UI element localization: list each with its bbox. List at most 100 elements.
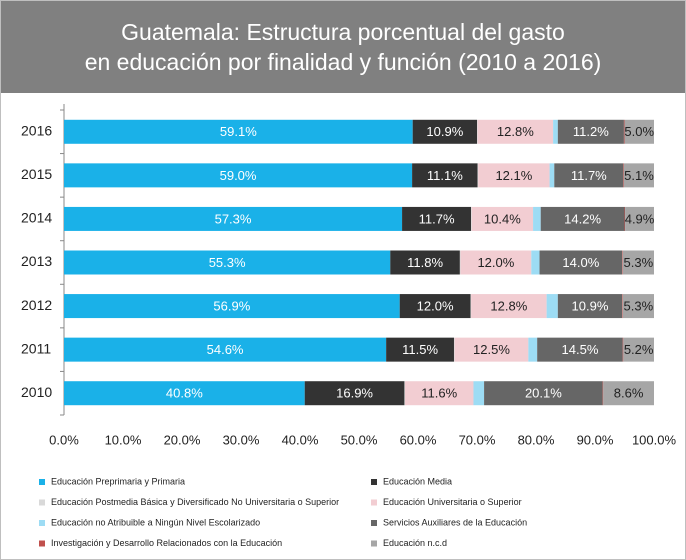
bar-segment [623, 119, 625, 144]
bar-segment [622, 250, 623, 275]
legend-label: Investigación y Desarrollo Relacionados … [51, 538, 282, 548]
data-label: 20.1% [525, 386, 562, 401]
data-label: 11.7% [571, 168, 607, 183]
x-tick-label: 10.0% [105, 432, 142, 447]
data-label: 5.3% [624, 255, 654, 270]
legend-label: Educación no Atribuible a Ningún Nivel E… [51, 517, 260, 527]
legend-label: Educación Universitaria o Superior [383, 497, 522, 507]
bar-segment [549, 163, 555, 188]
data-label: 8.6% [614, 386, 644, 401]
bar-segment [399, 294, 471, 319]
bar-segment [64, 337, 387, 362]
bar-segment [625, 206, 654, 231]
bar-segment [64, 381, 305, 406]
bar-segment [64, 119, 413, 144]
bar-segment [531, 250, 540, 275]
data-label: 11.1% [427, 168, 463, 183]
bar-segment [64, 250, 391, 275]
legend-marker [371, 479, 377, 485]
x-tick-label: 40.0% [282, 432, 319, 447]
bar-segment [623, 163, 624, 188]
data-label: 11.2% [573, 124, 609, 139]
bar-segment [470, 294, 472, 319]
data-label: 11.7% [419, 211, 455, 226]
data-label: 59.1% [220, 124, 257, 139]
bar-segment [412, 119, 477, 144]
legend-label: Educación Preprimaria y Primaria [51, 476, 185, 486]
bar-segment [477, 119, 478, 144]
bar-segment [623, 337, 654, 362]
bar-segment [304, 381, 405, 406]
bar-segment [453, 337, 455, 362]
data-label: 14.5% [562, 342, 599, 357]
bar-segment [471, 206, 472, 231]
bar-segment [622, 250, 654, 275]
bar-segment [622, 294, 623, 319]
bar-segment [404, 381, 406, 406]
data-label: 54.6% [207, 342, 244, 357]
bar-segment [471, 206, 534, 231]
bar-segment [402, 206, 472, 231]
bar-segment [478, 163, 550, 188]
legend-label: Servicios Auxiliares de la Educación [383, 517, 527, 527]
data-label: 12.0% [417, 299, 454, 314]
bar-segment [405, 381, 474, 406]
data-label: 5.1% [624, 168, 654, 183]
bar-segment [622, 294, 654, 319]
x-tick-label: 20.0% [164, 432, 201, 447]
y-tick-label: 2010 [21, 384, 52, 400]
data-label: 12.8% [497, 124, 534, 139]
bar-segment [477, 163, 479, 188]
x-tick-label: 60.0% [400, 432, 437, 447]
data-label: 5.2% [624, 342, 654, 357]
bar-segment [471, 294, 547, 319]
y-tick-label: 2015 [21, 166, 52, 182]
bar-segment [537, 337, 623, 362]
data-label: 4.9% [625, 211, 655, 226]
data-label: 57.3% [215, 211, 252, 226]
bar-segment [557, 119, 624, 144]
bar-segment [460, 250, 532, 275]
x-tick-label: 90.0% [577, 432, 614, 447]
data-label: 5.3% [624, 299, 654, 314]
bar-segment [484, 381, 603, 406]
bar-segment [64, 206, 403, 231]
data-label: 12.8% [490, 299, 527, 314]
bar-segment [557, 294, 623, 319]
legend-label: Educación Media [383, 476, 452, 486]
legend-marker [39, 520, 45, 526]
y-tick-label: 2011 [21, 340, 51, 356]
legend-marker [371, 499, 377, 506]
data-label: 16.9% [336, 386, 373, 401]
bar-segment [603, 381, 654, 406]
bar-segment [64, 294, 400, 319]
chart-title: Guatemala: Estructura porcentual del gas… [121, 19, 565, 45]
data-label: 11.6% [421, 386, 457, 401]
data-label: 12.5% [473, 342, 510, 357]
bar-segment [64, 163, 413, 188]
data-label: 11.8% [407, 255, 443, 270]
bar-segment [540, 206, 625, 231]
x-tick-label: 70.0% [459, 432, 496, 447]
bar-segment [459, 250, 461, 275]
bar-segment [477, 119, 554, 144]
data-label: 14.0% [562, 255, 599, 270]
bar-segment [533, 206, 541, 231]
x-tick-label: 80.0% [518, 432, 555, 447]
y-tick-label: 2013 [21, 253, 52, 269]
legend-marker [39, 540, 45, 547]
bar-segment [454, 337, 529, 362]
bar-segment [624, 206, 626, 231]
bar-segment [554, 163, 624, 188]
data-label: 12.0% [477, 255, 514, 270]
data-label: 40.8% [166, 386, 203, 401]
y-tick-label: 2014 [21, 210, 52, 226]
data-label: 55.3% [209, 255, 246, 270]
legend-marker [371, 520, 377, 526]
bar-segment [473, 381, 485, 406]
legend-marker [39, 499, 45, 506]
chart-title: en educación por finalidad y función (20… [84, 49, 602, 75]
data-label: 59.0% [220, 168, 257, 183]
